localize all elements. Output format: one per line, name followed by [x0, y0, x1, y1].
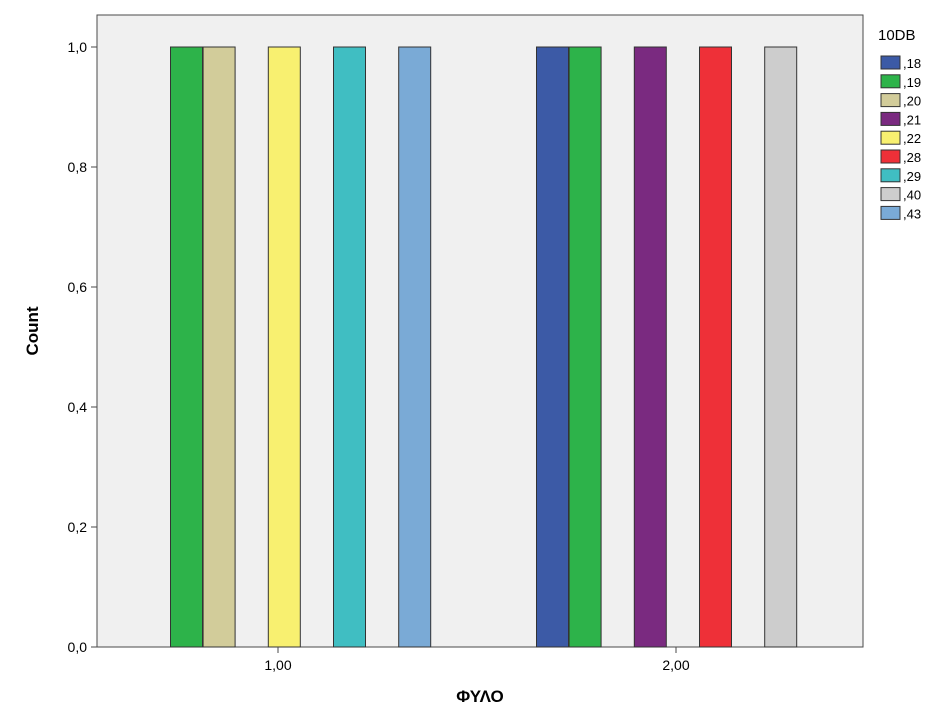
x-tick-label: 2,00	[662, 657, 689, 673]
legend-label: ,43	[903, 206, 921, 221]
bar	[202, 46, 236, 648]
y-axis: 0,0 0,2 0,4 0,6 0,8 1,0	[68, 39, 97, 655]
y-tick-label: 0,8	[68, 159, 88, 175]
x-axis-title: ΦΥΛΟ	[456, 687, 503, 706]
y-axis-title: Count	[23, 306, 42, 355]
x-axis: 1,00 2,00	[264, 647, 690, 673]
legend-label: ,19	[903, 75, 921, 90]
bar	[633, 46, 667, 648]
bar	[398, 46, 432, 648]
bar	[536, 46, 569, 648]
y-tick-label: 0,2	[68, 519, 88, 535]
legend-label: ,18	[903, 56, 921, 71]
bars-layer	[170, 46, 798, 648]
y-tick-label: 1,0	[68, 39, 88, 55]
bar	[267, 46, 301, 648]
legend-swatch	[880, 111, 901, 126]
legend-swatch	[880, 55, 901, 70]
bar	[764, 46, 798, 648]
x-tick-label: 1,00	[264, 657, 291, 673]
y-tick-label: 0,6	[68, 279, 88, 295]
legend-swatch	[880, 74, 901, 89]
legend-swatch	[880, 187, 901, 202]
legend-label: ,21	[903, 112, 921, 127]
legend-label: ,40	[903, 188, 921, 203]
legend-swatch	[880, 130, 901, 145]
legend-swatch	[880, 168, 901, 183]
legend-swatch	[880, 205, 901, 220]
legend-swatch	[880, 149, 901, 164]
legend-swatch	[880, 93, 901, 108]
legend: 10DB ,18 ,19 ,20 ,21 ,22 ,28 ,29 ,40 ,43	[878, 27, 921, 221]
legend-label: ,28	[903, 150, 921, 165]
bar	[333, 46, 366, 648]
bar	[170, 46, 203, 648]
legend-label: ,20	[903, 94, 921, 109]
bar	[699, 46, 732, 648]
bar	[568, 46, 602, 648]
y-tick-label: 0,0	[68, 639, 88, 655]
legend-label: ,29	[903, 169, 921, 184]
y-tick-label: 0,4	[68, 399, 88, 415]
legend-title: 10DB	[878, 27, 916, 44]
legend-label: ,22	[903, 131, 921, 146]
